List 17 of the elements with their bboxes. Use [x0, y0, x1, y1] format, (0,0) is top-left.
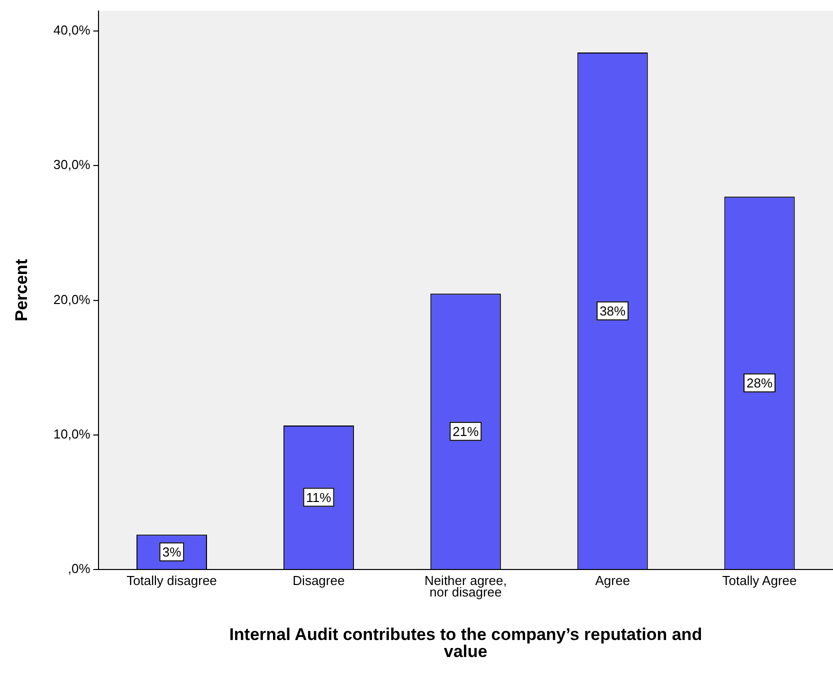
y-tick-label: 30,0% [53, 157, 91, 172]
x-tick-label: Totally disagree [126, 573, 217, 588]
y-tick-label: 40,0% [53, 22, 91, 38]
y-axis-title: Percent [12, 258, 31, 322]
x-tick-label: Agree [595, 573, 630, 588]
x-tick-label: Disagree [292, 573, 345, 588]
y-tick-label: 20,0% [53, 292, 91, 307]
x-tick-label: Neither agree, nor disagree [424, 573, 507, 600]
y-tick-label: 10,0% [53, 426, 91, 442]
x-tick-label: Totally Agree [722, 573, 797, 588]
data-label: 11% [306, 490, 332, 505]
data-label: 21% [452, 424, 480, 439]
data-label: 28% [746, 375, 773, 390]
data-label: 3% [162, 544, 182, 560]
data-label: 38% [600, 303, 626, 318]
x-axis-title: Internal Audit contributes to the company’s reputation and value [229, 625, 702, 662]
y-tick-label: ,0% [68, 561, 91, 576]
